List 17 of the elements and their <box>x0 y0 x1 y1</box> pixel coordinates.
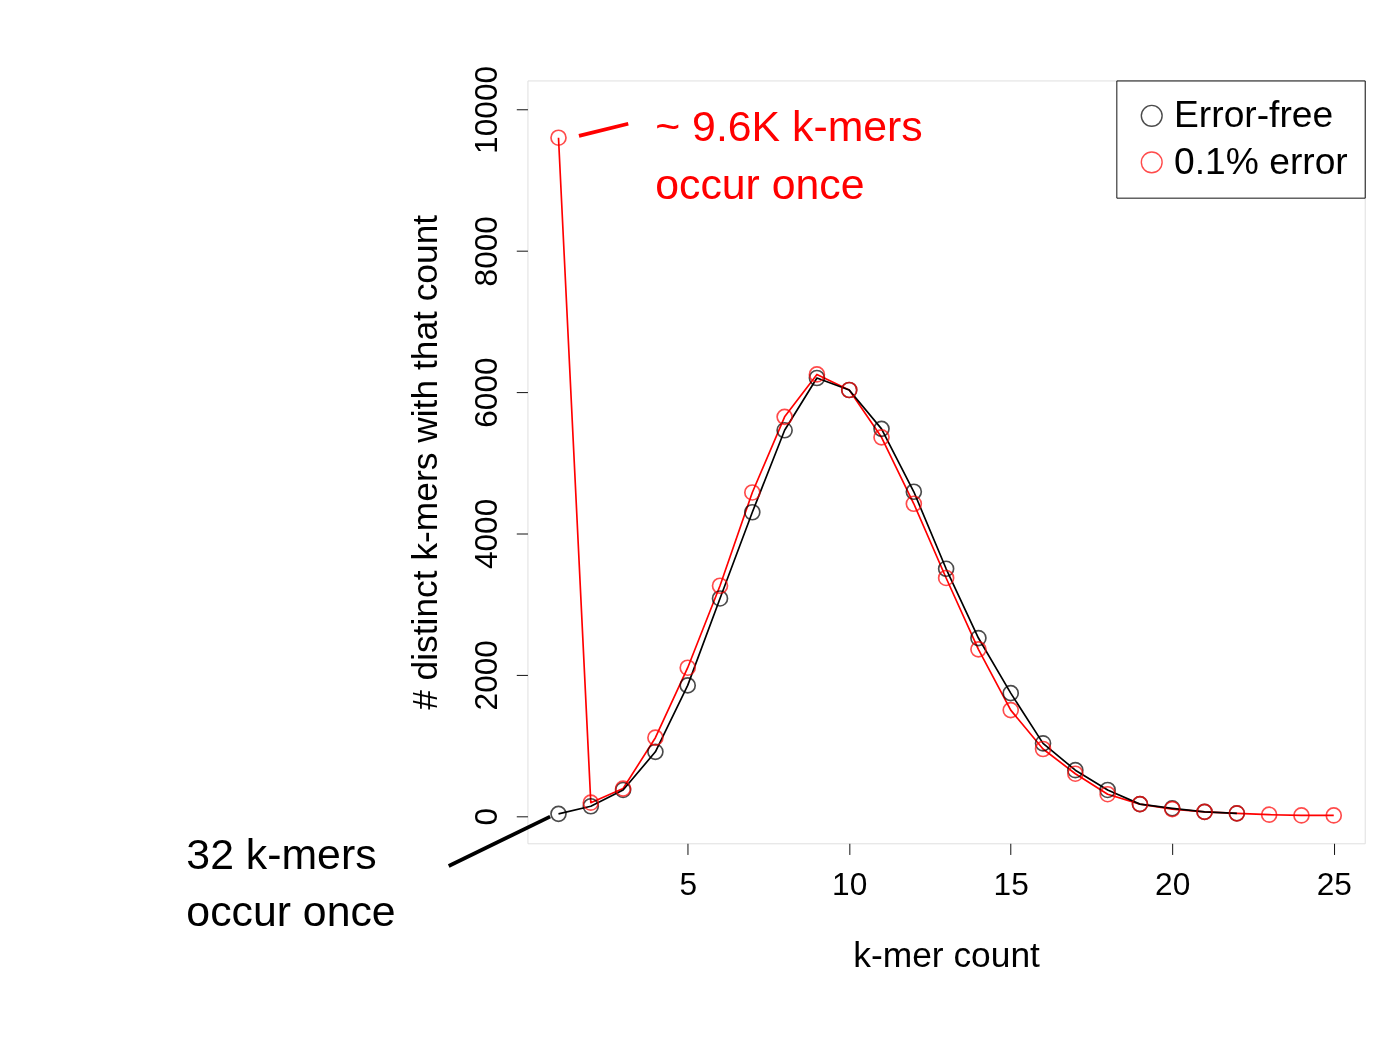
y-tick-label: 2000 <box>468 640 505 711</box>
x-tick-label: 5 <box>679 865 697 902</box>
x-tick-label: 20 <box>1155 865 1191 902</box>
legend-label: 0.1% error <box>1174 139 1348 182</box>
x-tick-label: 15 <box>993 865 1029 902</box>
y-tick-label: 8000 <box>468 216 505 287</box>
x-tick-label: 25 <box>1316 865 1352 902</box>
y-tick-label: 4000 <box>468 498 505 570</box>
y-tick-label: 10000 <box>468 65 505 154</box>
annotation: 32 k-mers occur once <box>186 829 396 936</box>
annotation: ~ 9.6K k-mers occur once <box>655 102 923 209</box>
y-tick-label: 0 <box>468 807 505 826</box>
legend-label: Error-free <box>1174 92 1334 135</box>
y-tick-label: 6000 <box>468 357 505 428</box>
y-axis-title: # distinct k-mers with that count <box>404 214 444 710</box>
x-axis-title: k-mer count <box>853 934 1041 974</box>
x-tick-label: 10 <box>832 865 868 902</box>
